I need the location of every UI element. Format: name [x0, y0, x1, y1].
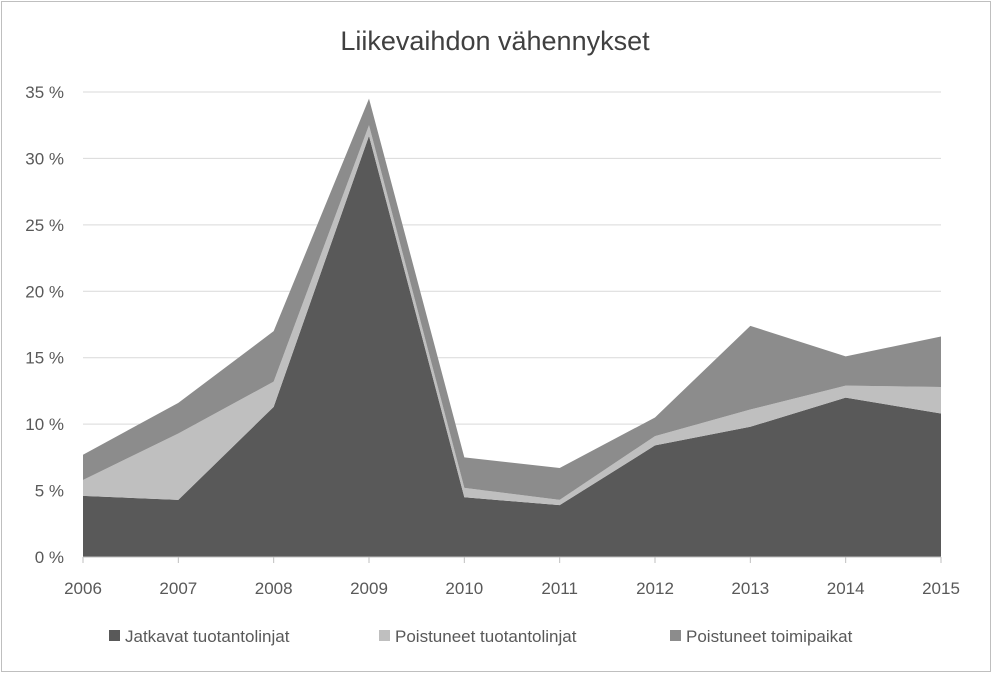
- legend-swatch: [379, 630, 390, 641]
- legend-swatch: [109, 630, 120, 641]
- area-series-1: [83, 135, 941, 558]
- chart-title: Liikevaihdon vähennykset: [340, 26, 650, 56]
- x-tick-label: 2010: [445, 579, 483, 598]
- legend-swatch: [670, 630, 681, 641]
- legend-label: Jatkavat tuotantolinjat: [125, 627, 290, 646]
- y-tick-label: 5 %: [35, 482, 64, 501]
- x-tick-label: 2011: [541, 579, 578, 598]
- y-tick-label: 25 %: [25, 216, 64, 235]
- area-series-3: [83, 98, 941, 500]
- area-series-2: [83, 125, 941, 506]
- y-tick-label: 0 %: [35, 548, 64, 567]
- x-tick-label: 2014: [827, 579, 865, 598]
- legend-label: Poistuneet toimipaikat: [686, 627, 853, 646]
- legend-label: Poistuneet tuotantolinjat: [395, 627, 577, 646]
- y-tick-label: 35 %: [25, 83, 64, 102]
- x-tick-label: 2013: [731, 579, 769, 598]
- x-tick-label: 2006: [64, 579, 102, 598]
- x-tick-label: 2015: [922, 579, 960, 598]
- x-tick-label: 2007: [159, 579, 197, 598]
- y-tick-label: 30 %: [25, 149, 64, 168]
- x-tick-label: 2012: [636, 579, 674, 598]
- y-tick-label: 10 %: [25, 415, 64, 434]
- y-tick-label: 15 %: [25, 349, 64, 368]
- x-tick-label: 2009: [350, 579, 388, 598]
- y-tick-label: 20 %: [25, 282, 64, 301]
- x-tick-label: 2008: [255, 579, 293, 598]
